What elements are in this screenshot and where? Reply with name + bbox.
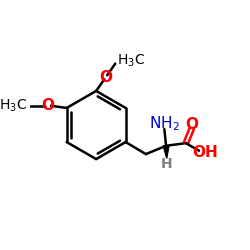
- Text: $\mathsf{NH_2}$: $\mathsf{NH_2}$: [149, 114, 180, 133]
- Polygon shape: [163, 146, 169, 158]
- Text: OH: OH: [192, 145, 218, 160]
- Text: O: O: [42, 98, 54, 113]
- Text: O: O: [186, 117, 199, 132]
- Text: $\mathsf{H_3C}$: $\mathsf{H_3C}$: [0, 98, 27, 114]
- Text: H: H: [161, 157, 172, 171]
- Text: $\mathsf{H_3C}$: $\mathsf{H_3C}$: [117, 53, 145, 69]
- Text: O: O: [99, 70, 112, 85]
